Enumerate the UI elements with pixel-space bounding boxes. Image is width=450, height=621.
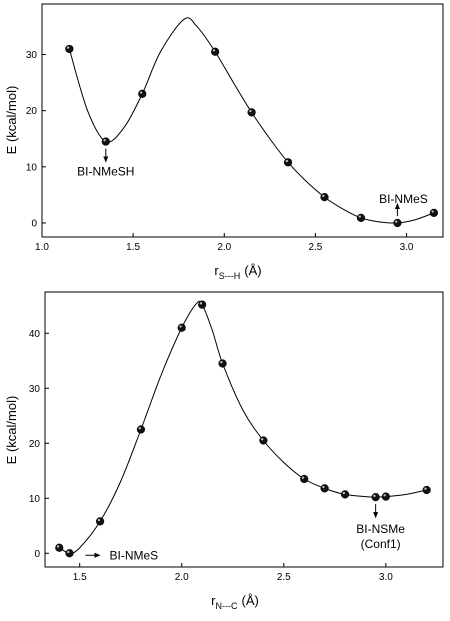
- data-point-highlight: [139, 91, 143, 94]
- data-point: [55, 543, 64, 552]
- data-point: [65, 549, 74, 558]
- annotation-label: BI-NMeS: [379, 192, 428, 206]
- x-axis-title-top-symbol: r: [214, 263, 219, 278]
- data-point: [300, 474, 309, 484]
- x-tick-label: 2.5: [308, 242, 322, 253]
- x-axis-title-bottom-subscript: N---C: [216, 601, 238, 611]
- x-axis-title-top-unit: (Å): [244, 263, 261, 278]
- ticks-bottom: 1.5 2.0 2.5 3.0 0 10 20 30 40: [29, 329, 393, 583]
- y-tick-label: 40: [29, 329, 41, 340]
- data-point-highlight: [220, 361, 223, 364]
- x-tick-label: 2.5: [277, 572, 291, 583]
- ticks-top: 1.0 1.5 2.0 2.5 3.0 0 10 20 30: [26, 50, 414, 253]
- data-point: [96, 517, 105, 526]
- y-tick-label: 20: [26, 106, 38, 117]
- data-point: [340, 490, 350, 499]
- y-axis-title-bottom: E (kcal/mol): [4, 396, 19, 465]
- data-point-highlight: [322, 194, 325, 198]
- data-point: [247, 108, 256, 117]
- data-point: [371, 493, 380, 502]
- data-point: [356, 213, 366, 223]
- data-point: [422, 485, 431, 495]
- chart-bottom: E (kcal/mol) rN---C (Å) 1.5 2.0 2.5 3.0 0 10 20…: [4, 291, 444, 611]
- annotation-arrowhead: [94, 552, 101, 558]
- data-point-highlight: [103, 139, 106, 142]
- data-point-highlight: [424, 487, 427, 490]
- annotation-arrowhead: [394, 202, 400, 209]
- x-tick-label: 1.5: [73, 572, 87, 583]
- annotation-arrowhead: [103, 156, 109, 163]
- data-point: [381, 492, 390, 501]
- y-tick-label: 10: [26, 162, 38, 173]
- annotation-label: BI-NMeSH: [77, 165, 134, 179]
- data-point-highlight: [395, 220, 398, 223]
- annotations-bottom: BI-NMeS BI-NSMe(Conf1): [85, 504, 405, 562]
- data-point-highlight: [97, 518, 101, 522]
- x-tick-label: 3.0: [379, 572, 393, 583]
- data-point: [393, 218, 402, 228]
- data-point-highlight: [383, 494, 386, 497]
- data-point: [429, 208, 438, 217]
- data-point: [138, 89, 147, 98]
- x-axis-title-bottom-symbol: r: [211, 593, 216, 608]
- x-tick-label: 3.0: [400, 242, 414, 253]
- y-axis-title-bottom-text: E (kcal/mol): [4, 396, 19, 465]
- data-point: [177, 323, 186, 332]
- data-point: [259, 436, 268, 445]
- data-point-highlight: [199, 302, 203, 305]
- x-tick-label: 1.5: [126, 242, 140, 253]
- data-point-highlight: [260, 438, 264, 441]
- y-tick-label: 30: [29, 384, 41, 395]
- data-point-highlight: [301, 476, 305, 479]
- data-points-top: [65, 44, 438, 228]
- annotation-label: BI-NSMe: [356, 522, 405, 536]
- x-axis-title-bottom: rN---C (Å): [211, 593, 259, 611]
- plot-frame-bottom: [44, 291, 444, 568]
- data-point-highlight: [249, 109, 252, 113]
- x-axis-title-bottom-unit: (Å): [242, 593, 259, 608]
- fitted-curve-bottom: [59, 300, 427, 554]
- data-point-highlight: [66, 46, 70, 49]
- y-tick-label: 0: [31, 218, 37, 229]
- data-point: [320, 484, 329, 493]
- y-tick-label: 20: [29, 439, 41, 450]
- y-axis-title-top: E (kcal/mol): [4, 86, 19, 155]
- y-tick-label: 0: [34, 549, 40, 560]
- y-tick-label: 30: [26, 50, 38, 61]
- annotations-top: BI-NMeSH BI-NMeS: [77, 148, 428, 216]
- data-point-highlight: [212, 49, 216, 52]
- data-point: [198, 300, 207, 309]
- data-point: [283, 158, 293, 167]
- data-point-highlight: [179, 325, 182, 328]
- data-point: [65, 44, 74, 54]
- y-tick-label: 10: [29, 494, 41, 505]
- x-tick-label: 2.0: [175, 572, 189, 583]
- data-point-highlight: [342, 491, 346, 495]
- annotation-label-line2: (Conf1): [361, 537, 401, 551]
- x-axis-title-top: rS---H (Å): [214, 263, 261, 281]
- data-point-highlight: [67, 550, 70, 554]
- data-point-highlight: [322, 485, 325, 489]
- data-point-highlight: [431, 210, 434, 213]
- annotation-label: BI-NMeS: [109, 548, 158, 562]
- chart-top: E (kcal/mol) rS---H (Å) 1.0 1.5 2.0 2.5 3.001…: [4, 3, 444, 281]
- data-point: [320, 193, 329, 202]
- data-point-highlight: [138, 427, 141, 430]
- plot-frame-top: [41, 3, 444, 238]
- data-point-highlight: [358, 215, 361, 218]
- x-tick-label: 2.0: [217, 242, 231, 253]
- data-point: [136, 425, 146, 434]
- data-point-highlight: [56, 545, 60, 548]
- x-axis-title-top-subscript: S---H: [219, 271, 241, 281]
- data-points-bottom: [55, 300, 431, 558]
- data-point: [211, 47, 220, 56]
- x-tick-label: 1.0: [35, 242, 49, 253]
- data-point-highlight: [285, 159, 289, 163]
- annotation-arrowhead: [373, 512, 379, 519]
- data-point: [218, 359, 227, 368]
- data-point-highlight: [373, 494, 376, 498]
- y-axis-title-top-text: E (kcal/mol): [4, 86, 19, 155]
- data-point: [101, 137, 110, 146]
